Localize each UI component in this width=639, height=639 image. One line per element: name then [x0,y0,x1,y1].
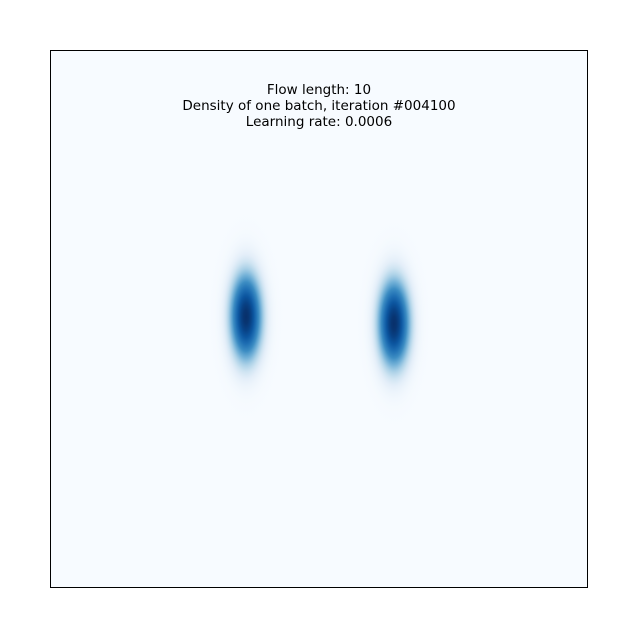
heatmap-background [51,51,587,587]
plot-area [50,50,588,588]
title-density-iteration: Density of one batch, iteration #004100 [182,98,456,114]
chart-title: Flow length: 10 Density of one batch, it… [50,82,588,130]
title-learning-rate: Learning rate: 0.0006 [245,114,393,130]
density-mode-2 [353,212,435,435]
density-modes [205,205,435,435]
density-mode-1 [205,205,287,428]
density-heatmap [51,51,587,587]
title-flow-length: Flow length: 10 [266,82,372,98]
